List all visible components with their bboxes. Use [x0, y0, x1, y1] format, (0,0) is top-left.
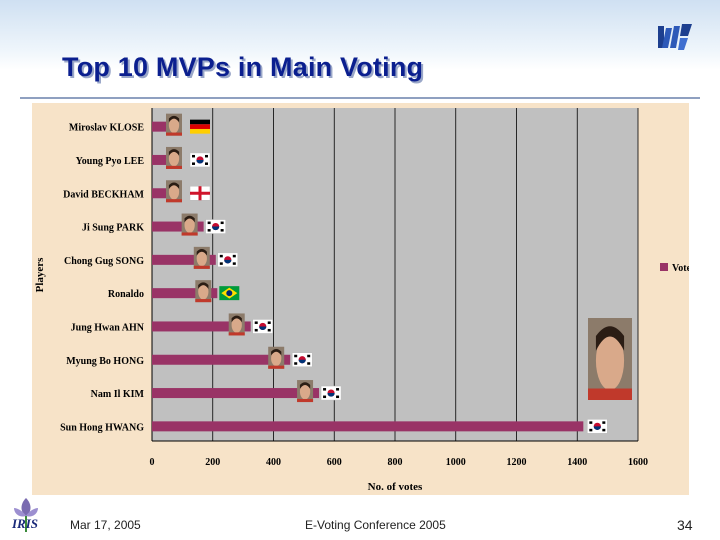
- flag-korea: [217, 252, 239, 268]
- title-divider: [20, 97, 700, 99]
- x-tick-label: 0: [150, 457, 155, 468]
- category-label: Myung Bo HONG: [66, 356, 144, 367]
- x-tick-label: 400: [266, 457, 281, 468]
- category-label: Chong Gug SONG: [64, 256, 144, 267]
- player-photo: [297, 380, 314, 403]
- category-label: Young Pyo LEE: [76, 156, 145, 167]
- flag-korea: [587, 419, 608, 434]
- bar: [152, 188, 178, 199]
- flag-korea: [252, 319, 273, 334]
- icu-logo: [658, 24, 692, 50]
- player-photo: [588, 318, 632, 400]
- player-photo: [268, 346, 285, 369]
- iris-logo: [14, 498, 38, 532]
- bar: [152, 421, 584, 432]
- category-label: Miroslav KLOSE: [69, 123, 144, 134]
- player-photo: [193, 246, 210, 269]
- bar: [152, 254, 216, 265]
- votes-bar-chart: 0 200 400 600 800 1000 1200 1400 1600 No. of vote…: [32, 103, 695, 495]
- flag-brazil: [219, 286, 240, 301]
- player-photo: [166, 180, 182, 203]
- legend-label: Votes: [672, 263, 689, 274]
- x-axis-label: No. of votes: [368, 481, 423, 493]
- bar: [152, 354, 291, 365]
- iris-logo-text: IRIS: [12, 516, 39, 531]
- legend-swatch: [660, 263, 668, 271]
- footer-date: Mar 17, 2005: [70, 518, 141, 532]
- category-label: Jung Hwan AHN: [71, 322, 145, 333]
- page-number: 34: [677, 517, 693, 533]
- player-photo: [228, 313, 245, 336]
- category-label: Sun Hong HWANG: [60, 422, 144, 433]
- player-photo: [195, 280, 212, 303]
- category-label: David BECKHAM: [63, 189, 144, 200]
- bar: [152, 388, 320, 399]
- slide-title: Top 10 MVPs in Main Voting: [62, 52, 424, 82]
- x-tick-label: 1000: [446, 457, 466, 468]
- bar: [152, 288, 218, 299]
- bar: [152, 154, 172, 165]
- flag-germany: [190, 119, 210, 134]
- category-label: Ji Sung PARK: [82, 223, 144, 234]
- chart-area: 0 200 400 600 800 1000 1200 1400 1600 No. of vote…: [32, 103, 695, 495]
- flag-korea: [189, 152, 211, 168]
- player-photo: [181, 213, 198, 236]
- flag-england: [189, 186, 211, 201]
- player-photo: [166, 146, 182, 169]
- x-tick-label: 1600: [628, 457, 648, 468]
- bar: [152, 321, 251, 332]
- category-label: Nam Il KIM: [91, 389, 145, 400]
- bar: [152, 221, 204, 232]
- y-axis-label: Players: [34, 257, 46, 293]
- flag-korea: [291, 352, 313, 367]
- footer-conference: E-Voting Conference 2005: [305, 518, 446, 532]
- x-tick-label: 800: [388, 457, 403, 468]
- x-tick-label: 1200: [507, 457, 527, 468]
- title-band: [0, 0, 720, 70]
- category-label: Ronaldo: [108, 289, 144, 300]
- bar: [152, 121, 171, 132]
- flag-korea: [320, 385, 342, 401]
- flag-korea: [205, 219, 226, 234]
- x-tick-label: 600: [327, 457, 342, 468]
- player-photo: [166, 113, 182, 136]
- x-tick-label: 200: [205, 457, 220, 468]
- x-tick-label: 1400: [567, 457, 587, 468]
